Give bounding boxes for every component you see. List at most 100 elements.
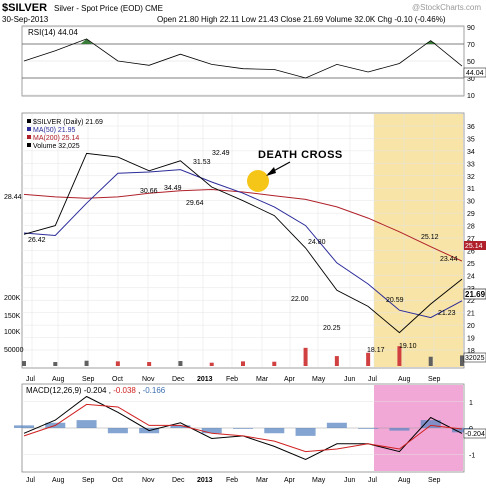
x-axis-label: Sep — [82, 376, 95, 383]
rsi-grid: 90 70 50 30 10 — [22, 25, 475, 100]
price-annotation: 30.66 — [140, 188, 158, 195]
x-axis-label: Mar — [256, 376, 269, 383]
price-annotation: 20.59 — [386, 297, 404, 304]
price-axis-tick: 32 — [467, 174, 475, 181]
volume-bar — [84, 360, 89, 366]
rsi-axis-tick: 30 — [467, 76, 475, 83]
volume-tag-bg — [463, 352, 486, 363]
volume-bar — [366, 352, 371, 366]
price-axis-tick: 33 — [467, 161, 475, 168]
x-axis-label: Jul — [26, 376, 35, 383]
rsi-overbought-fill — [80, 38, 93, 44]
symbol-description: Silver - Spot Price (EOD) CME — [54, 4, 163, 13]
macd-hist-bar — [76, 420, 97, 428]
x-axis-label: Nov — [142, 477, 155, 484]
macd-hist-bar — [233, 428, 253, 429]
rsi-axis-tick: 50 — [467, 59, 475, 66]
x-axis-label: Mar — [256, 477, 269, 484]
close-tag-bg — [463, 288, 486, 300]
volume-bar — [147, 362, 152, 366]
price-annotation: 21.23 — [438, 310, 456, 317]
macd-hist-value: -0.166 — [143, 386, 166, 395]
x-axis-label: Jun — [344, 376, 355, 383]
macd-hist-bar — [107, 428, 128, 434]
price-axis-tick: 22 — [467, 298, 475, 305]
ma50-line — [23, 169, 463, 319]
x-axis-label: Dec — [172, 376, 185, 383]
price-axis-tick: 29 — [467, 211, 475, 218]
volume-axis-tick: 50000 — [4, 347, 24, 354]
volume-bars — [22, 346, 464, 366]
volume-bar — [115, 361, 120, 366]
macd-hist-bar — [264, 428, 285, 434]
price-annotation: 18.17 — [367, 347, 385, 354]
volume-axis: 200K 150K 100K 50000 — [4, 295, 24, 354]
x-axis-label: Jul — [368, 477, 377, 484]
legend-entry: $SILVER (Daily) 21.69 — [33, 119, 103, 126]
quote-date: 30-Sep-2013 — [2, 15, 49, 24]
macd-signal-value: -0.038 — [113, 386, 136, 395]
legend-entry: MA(200) 25.14 — [33, 135, 79, 142]
death-cross-marker — [247, 170, 269, 192]
x-axis-label: Jul — [26, 477, 35, 484]
price-annotation: 26.42 — [28, 237, 46, 244]
x-axis-label: Oct — [112, 477, 123, 484]
price-axis-tick: 28 — [467, 224, 475, 231]
x-axis-label: Jul — [368, 376, 377, 383]
price-axis-tick: 27 — [467, 236, 475, 243]
price-annotation: 24.80 — [308, 239, 326, 246]
macd-signal-line — [23, 403, 463, 453]
x-axis-label: Sep — [428, 376, 441, 383]
x-axis-label: May — [312, 376, 326, 383]
macd-sep-3: , — [138, 386, 142, 395]
volume-bar — [334, 356, 339, 366]
x-axis-label: Jun — [344, 477, 355, 484]
rsi-label: RSI(14) 44.04 — [28, 28, 78, 37]
legend-swatch — [27, 143, 31, 147]
price-axis-tick: 34 — [467, 149, 475, 156]
volume-bar — [241, 361, 245, 366]
price-axis-tick: 21 — [467, 311, 475, 318]
price-axis-tick: 18 — [467, 348, 475, 355]
death-cross-arrowhead — [266, 167, 276, 176]
macd-value-tag: -0.204 — [465, 431, 485, 438]
price-line — [23, 152, 463, 334]
macd-hist-bar — [358, 428, 379, 429]
x-axis-label: Aug — [398, 477, 411, 484]
volume-bar — [428, 356, 433, 366]
price-axis-tick: 24 — [467, 273, 475, 280]
x-axis-label: Oct — [112, 376, 123, 383]
x-axis-label: Feb — [226, 477, 238, 484]
x-axis-label: Apr — [284, 477, 296, 484]
volume-bar — [53, 362, 58, 366]
x-axis-label: Aug — [52, 376, 65, 383]
volume-axis-tick: 150K — [4, 313, 21, 320]
volume-tag: 32025 — [465, 355, 485, 362]
legend-swatch — [27, 127, 31, 131]
legend-entry: Volume 32,025 — [33, 143, 80, 150]
macd-hist-bar — [295, 428, 316, 436]
volume-bar — [178, 361, 183, 366]
x-axis-labels-macd: Jul Aug Sep Oct Nov Dec 2013 Feb Mar Apr May Jun Jul… — [26, 477, 441, 484]
watermark: @StockCharts.com — [412, 3, 481, 12]
macd-hist-bar — [420, 420, 441, 428]
x-axis-label: Sep — [428, 477, 441, 484]
macd-hist-bar — [326, 422, 347, 428]
legend-swatch — [27, 119, 31, 123]
rsi-axis-tick: 10 — [467, 93, 475, 100]
price-annotations: 28.44 26.42 34.49 30.66 31.53 29.64 32.49 24.80… — [4, 150, 458, 354]
x-axis-label: May — [312, 477, 326, 484]
price-axis: 36353433323130292827262524232221201918 — [467, 124, 475, 355]
macd-axis-tick: 1 — [469, 400, 473, 407]
x-axis-label: Nov — [142, 376, 155, 383]
price-axis-tick: 19 — [467, 336, 475, 343]
price-axis-tick: 20 — [467, 323, 475, 330]
volume-bar — [303, 347, 308, 366]
macd-axis-tick: -1 — [469, 452, 475, 459]
rsi-value-tag-bg — [463, 67, 486, 78]
macd-label: MACD(12,26,9) -0.204 , -0.038 , -0.166 — [26, 386, 166, 395]
quote-line: Open 21.80 High 22.11 Low 21.43 Close 21… — [157, 15, 446, 24]
x-axis-label: Dec — [172, 477, 185, 484]
